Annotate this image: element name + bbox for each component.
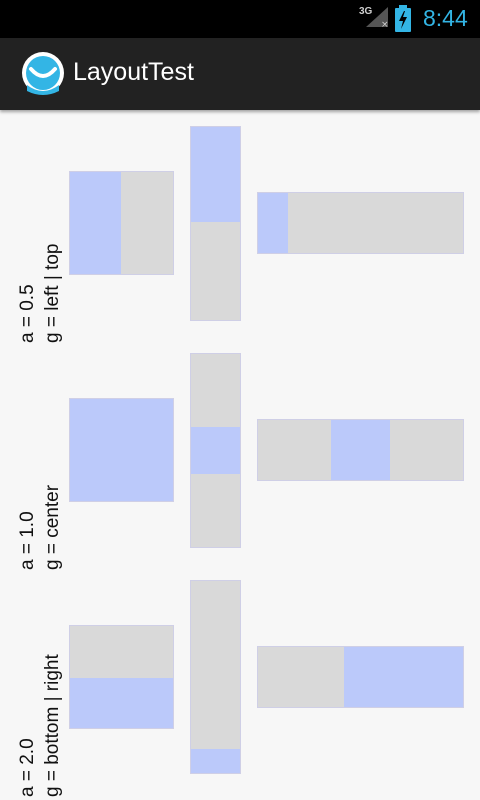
wide-content-2	[331, 420, 390, 480]
clock-time: 8:44	[423, 5, 468, 31]
tall-content-1	[191, 127, 240, 222]
row-label-3: a = 2.0 g = bottom | right	[10, 557, 70, 797]
tall-frame-2	[190, 353, 241, 548]
square-content-2	[70, 399, 173, 501]
app-title: LayoutTest	[73, 58, 194, 86]
square-frame-2	[69, 398, 174, 502]
wide-content-1	[258, 193, 288, 253]
wide-content-3	[344, 647, 463, 707]
tall-frame-3	[190, 580, 241, 774]
tall-content-2	[191, 427, 240, 474]
signal-icon: ×	[364, 6, 390, 33]
row-2-gravity: g = center	[42, 484, 63, 570]
row-1-gravity: g = left | top	[42, 243, 63, 343]
action-bar: LayoutTest	[0, 38, 480, 110]
svg-text:×: ×	[381, 20, 389, 28]
row-3-alpha: a = 2.0	[17, 738, 38, 797]
row-3-gravity: g = bottom | right	[42, 654, 63, 797]
square-content-1	[70, 172, 121, 274]
square-frame-1	[69, 171, 174, 275]
app-logo-icon[interactable]	[21, 51, 65, 100]
battery-charging-icon	[394, 5, 412, 38]
wide-frame-2	[257, 419, 464, 481]
wide-frame-3	[257, 646, 464, 708]
square-frame-3	[69, 625, 174, 729]
row-label-2: a = 1.0 g = center	[10, 330, 70, 570]
square-content-3	[70, 678, 173, 728]
tall-content-3	[191, 749, 240, 773]
wide-frame-1	[257, 192, 464, 254]
tall-frame-1	[190, 126, 241, 321]
row-label-1: a = 0.5 g = left | top	[10, 103, 70, 343]
row-1-alpha: a = 0.5	[17, 284, 38, 343]
network-type: 3G	[359, 6, 373, 17]
row-2-alpha: a = 1.0	[17, 511, 38, 570]
status-bar: 3G × 8:44	[0, 0, 480, 38]
